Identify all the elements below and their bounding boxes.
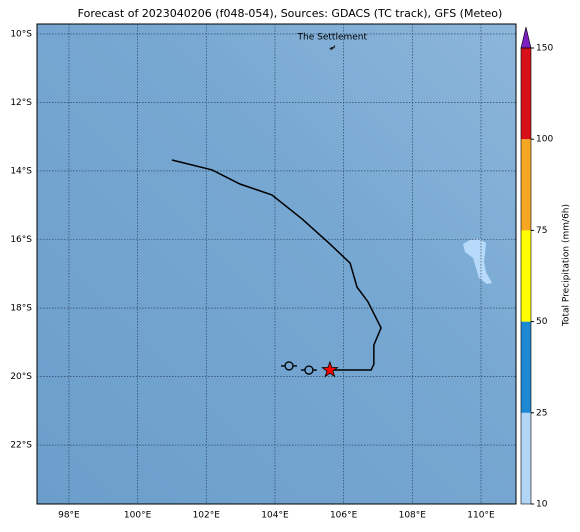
x-tick-label: 100°E xyxy=(124,511,152,521)
map-background xyxy=(37,24,516,504)
colorbar-label: Total Precipitation (mm/6h) xyxy=(562,204,572,327)
x-tick-label: 108°E xyxy=(399,511,427,521)
colorbar-frame xyxy=(520,47,532,505)
colorbar-tick-label: 75 xyxy=(536,226,547,236)
y-tick-label: 10°S xyxy=(10,29,32,39)
colorbar-extend xyxy=(520,26,532,49)
colorbar-segment xyxy=(521,412,531,504)
colorbar-segment xyxy=(521,230,531,322)
x-tick-label: 110°E xyxy=(467,511,495,521)
storm-symbol xyxy=(300,365,317,375)
colorbar-tick-label: 100 xyxy=(536,135,553,145)
place-label: The Settlement xyxy=(297,32,368,42)
y-tick-label: 18°S xyxy=(10,304,32,314)
island xyxy=(329,44,336,50)
y-tick-label: 20°S xyxy=(10,372,32,382)
colorbar-segment xyxy=(521,48,531,140)
y-tick-label: 14°S xyxy=(10,166,32,176)
colorbar-tick-label: 25 xyxy=(536,408,547,418)
colorbar-tick-label: 150 xyxy=(536,44,553,54)
colorbar-segment xyxy=(521,321,531,413)
map-title: Forecast of 2023040206 (f048-054), Sourc… xyxy=(78,7,503,20)
y-tick-label: 12°S xyxy=(10,98,32,108)
colorbar-tick-label: 10 xyxy=(536,500,548,510)
x-tick-label: 98°E xyxy=(58,511,80,521)
x-tick-label: 104°E xyxy=(261,511,289,521)
current-position xyxy=(321,360,339,378)
x-tick-label: 102°E xyxy=(193,511,221,521)
storm-track xyxy=(171,159,382,371)
colorbar-segment xyxy=(521,139,531,231)
storm-symbol xyxy=(281,361,298,371)
x-tick-label: 106°E xyxy=(330,511,358,521)
y-tick-label: 22°S xyxy=(10,441,32,451)
y-tick-label: 16°S xyxy=(10,235,32,245)
map-frame xyxy=(36,23,517,505)
landmass xyxy=(463,239,492,284)
colorbar-tick-label: 50 xyxy=(536,317,548,327)
